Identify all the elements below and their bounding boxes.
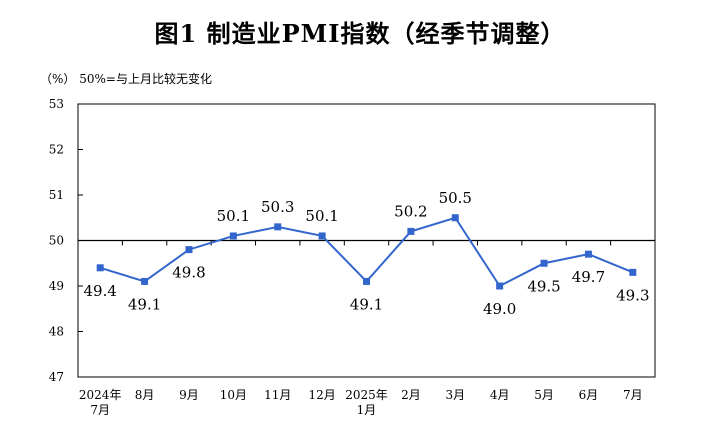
x-tick-label: 2月 xyxy=(401,388,421,402)
x-tick-label: 3月 xyxy=(445,388,465,402)
x-tick-label: 9月 xyxy=(179,388,199,402)
data-point xyxy=(629,268,637,276)
x-tick-label: 12月 xyxy=(308,388,335,402)
data-point xyxy=(274,223,282,231)
y-tick-label: 52 xyxy=(49,143,64,157)
x-tick-label: 2025年 1月 xyxy=(345,388,388,417)
data-point xyxy=(496,282,504,290)
data-point xyxy=(141,277,149,285)
data-label: 49.1 xyxy=(350,295,383,313)
data-point xyxy=(229,232,237,240)
data-point xyxy=(96,264,104,272)
data-label: 49.3 xyxy=(616,286,649,304)
data-label: 49.1 xyxy=(128,295,161,313)
data-point xyxy=(363,277,370,285)
y-tick-label: 47 xyxy=(49,370,64,384)
data-label: 50.1 xyxy=(305,207,338,225)
data-point xyxy=(318,232,326,240)
data-label: 49.7 xyxy=(572,268,605,286)
data-label: 50.1 xyxy=(217,207,250,225)
y-tick-label: 49 xyxy=(49,279,64,293)
data-label: 49.4 xyxy=(83,282,116,300)
x-tick-label: 5月 xyxy=(534,388,554,402)
y-tick-label: 48 xyxy=(49,325,64,339)
chart-title: 图1 制造业PMI指数（经季节调整） xyxy=(154,19,566,48)
x-tick-label: 8月 xyxy=(135,388,155,402)
data-point xyxy=(540,259,548,267)
data-label: 49.0 xyxy=(483,300,516,318)
x-tick-label: 10月 xyxy=(220,388,247,402)
x-tick-label: 11月 xyxy=(264,388,291,402)
y-tick-label: 51 xyxy=(49,188,64,202)
data-point xyxy=(185,246,193,254)
x-tick-label: 6月 xyxy=(579,388,599,402)
x-tick-label: 4月 xyxy=(490,388,510,402)
data-label: 50.3 xyxy=(261,198,294,216)
x-tick-label: 7月 xyxy=(623,388,643,402)
data-label: 49.5 xyxy=(527,277,560,295)
y-tick-label: 53 xyxy=(49,97,64,111)
data-point xyxy=(584,250,592,258)
data-label: 50.2 xyxy=(394,202,427,220)
data-point xyxy=(407,227,415,235)
data-label: 50.5 xyxy=(439,189,472,207)
y-tick-label: 50 xyxy=(49,234,64,248)
data-label: 49.8 xyxy=(172,264,205,282)
unit-note: （%） 50%=与上月比较无变化 xyxy=(40,72,212,86)
data-point xyxy=(451,214,459,222)
x-tick-label: 2024年 7月 xyxy=(79,388,122,417)
